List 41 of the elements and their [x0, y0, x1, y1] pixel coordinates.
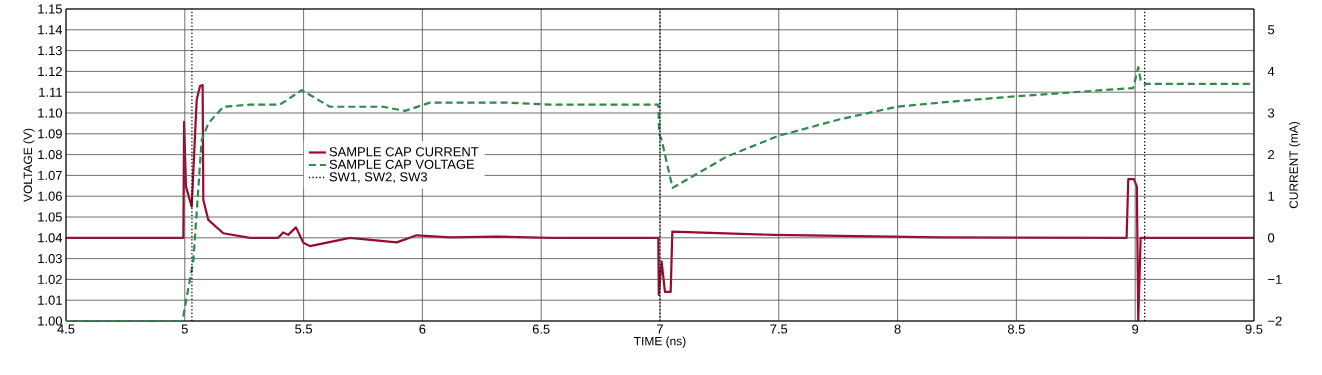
x-axis-title: TIME (ns): [634, 336, 686, 348]
x-tick-label: 6.5: [532, 324, 550, 334]
y-tick-label: 1.08: [38, 150, 62, 160]
y-tick-label: 1.14: [38, 25, 63, 35]
y-tick-label: 1.11: [39, 87, 62, 97]
y2-tick-label: 4: [1267, 66, 1275, 76]
x-tick-label: 5: [181, 324, 188, 334]
y2-tick-label: 1: [1268, 191, 1275, 201]
y-tick-label: 1.09: [38, 129, 62, 139]
y2-tick-label: 2: [1268, 150, 1275, 160]
legend-label: SW1, SW2, SW3: [329, 172, 428, 183]
y-tick-label: 1.10: [38, 108, 62, 118]
y-tick-label: 1.04: [38, 233, 63, 243]
y-tick-label: 1.15: [38, 4, 62, 14]
y2-axis-title: CURRENT (mA): [1289, 121, 1301, 209]
y-tick-label: 1.13: [38, 46, 62, 56]
y2-tick-label: −1: [1268, 274, 1282, 284]
x-tick-label: 7: [657, 324, 663, 334]
x-tick-label: 4.5: [57, 324, 75, 334]
y-tick-label: 1.07: [38, 170, 62, 180]
x-tick-label: 8.5: [1007, 324, 1025, 334]
y2-tick-label: 0: [1267, 233, 1275, 243]
y2-tick-label: 3: [1267, 108, 1275, 118]
y2-tick-label: −2: [1268, 316, 1282, 326]
x-tick-label: 5.5: [295, 324, 313, 334]
y-tick-label: 1.06: [38, 191, 62, 201]
legend-label: SAMPLE CAP VOLTAGE: [329, 159, 475, 169]
y-tick-label: 1.01: [38, 295, 62, 305]
y-tick-label: 1.02: [38, 274, 62, 284]
y-tick-label: 1.00: [38, 316, 62, 326]
y2-tick-label: 5: [1268, 25, 1275, 35]
y-tick-label: 1.12: [38, 66, 62, 76]
legend-label: SAMPLE CAP CURRENT: [329, 147, 479, 157]
x-tick-label: 9: [1132, 324, 1139, 334]
y-tick-label: 1.05: [38, 212, 62, 222]
x-tick-label: 7.5: [770, 324, 788, 334]
x-tick-label: 9.5: [1245, 324, 1263, 334]
x-tick-label: 8: [894, 324, 901, 334]
y-tick-label: 1.03: [38, 254, 62, 264]
y-axis-title: VOLTAGE (V): [23, 128, 35, 202]
x-tick-label: 6: [419, 324, 426, 334]
